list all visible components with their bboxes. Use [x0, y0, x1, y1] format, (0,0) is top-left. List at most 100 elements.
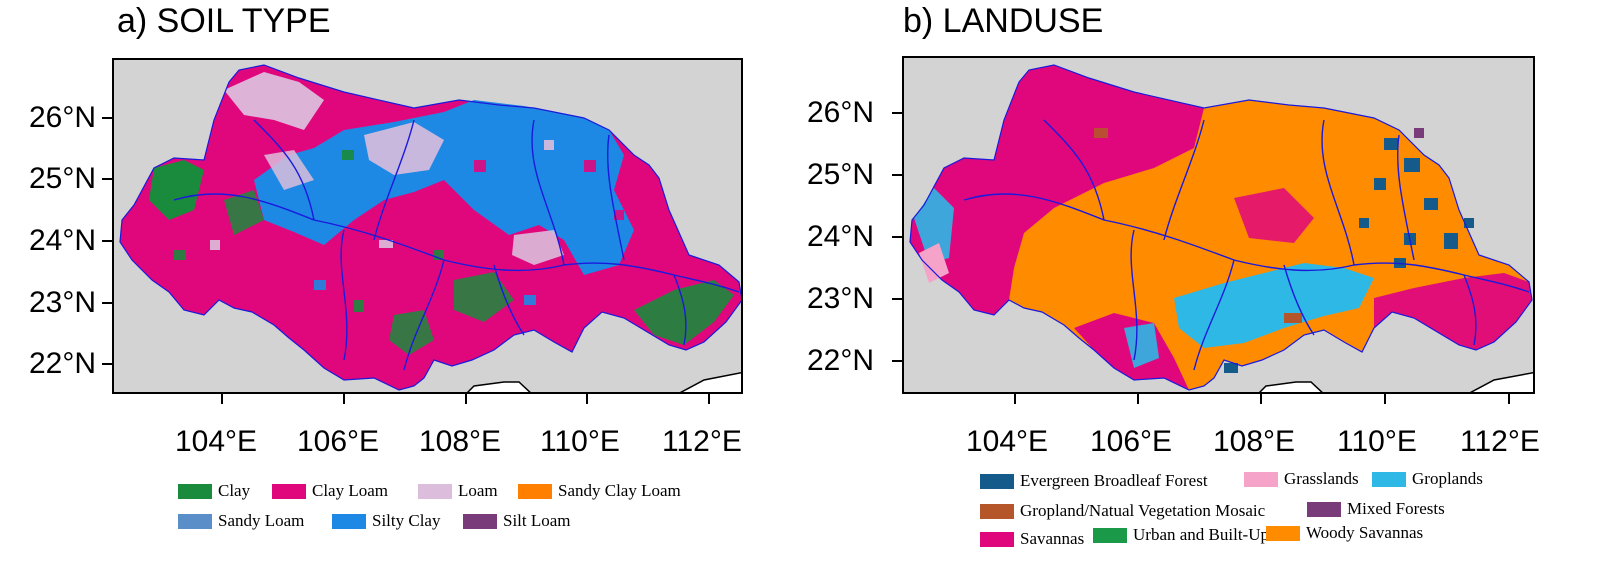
panel-a-lon-tick: [708, 394, 710, 404]
legend-swatch: [1307, 501, 1341, 517]
panel-b-coastline-2: [1469, 371, 1533, 392]
panel-b-lat-tick: [892, 174, 902, 176]
legend-swatch: [178, 483, 212, 499]
legend-label: Clay Loam: [312, 481, 389, 500]
panel-b-lon-tick: [1014, 394, 1016, 404]
legend-label: Sandy Loam: [218, 511, 305, 530]
panel-b-lon-tick: [1384, 394, 1386, 404]
legend-label: Silty Clay: [372, 511, 441, 530]
panel-b-savannas-mid: [1234, 188, 1314, 243]
panel-b-mosaic-patch: [1094, 128, 1108, 138]
legend-label: Evergreen Broadleaf Forest: [1020, 471, 1208, 490]
panel-a-lat-label: 22°N: [28, 347, 96, 380]
legend-item-grasslands: Grasslands: [1244, 468, 1359, 490]
legend-item-sandy-clay-loam: Sandy Clay Loam: [518, 480, 681, 502]
panel-a-lon-tick: [221, 394, 223, 404]
legend-item-woody-savannas: Woody Savannas: [1266, 522, 1423, 544]
panel-a-loam-3: [512, 230, 564, 265]
legend-item-mixed-forests: Mixed Forests: [1307, 498, 1445, 520]
legend-swatch: [418, 483, 452, 499]
panel-a-clay-2: [634, 280, 734, 345]
panel-b-rivers: [963, 119, 1530, 371]
legend-swatch: [463, 513, 497, 529]
panel-a-coastline-2: [679, 372, 741, 392]
panel-b-lat-tick: [892, 298, 902, 300]
panel-a-outline: [119, 64, 741, 391]
panel-b-coastline: [1258, 381, 1323, 392]
panel-b-lon-label: 104°E: [966, 425, 1049, 458]
legend-item-urban-and-built-up: Urban and Built-Up: [1093, 524, 1269, 546]
panel-b-lon-label: 106°E: [1090, 425, 1173, 458]
legend-swatch: [1244, 471, 1278, 487]
panel-b-lon-label: 108°E: [1213, 425, 1296, 458]
panel-a-lon-label: 112°E: [662, 425, 742, 458]
panel-a-clay-1: [149, 160, 204, 220]
panel-a-lat-tick: [102, 240, 112, 242]
panel-b-outline: [909, 64, 1533, 391]
panel-b-lat-label: 23°N: [806, 282, 874, 315]
legend-label: Urban and Built-Up: [1133, 525, 1269, 544]
panel-b-lat-label: 24°N: [806, 220, 874, 253]
panel-a-lat-label: 24°N: [28, 224, 96, 257]
legend-label: Mixed Forests: [1347, 499, 1445, 518]
panel-a-lon-label: 106°E: [297, 425, 380, 458]
panel-b-lon-label: 112°E: [1460, 425, 1540, 458]
legend-swatch: [178, 513, 212, 529]
panel-a-lat-label: 26°N: [28, 101, 96, 134]
panel-b-grasslands: [919, 243, 949, 283]
legend-item-loam: Loam: [418, 480, 498, 502]
panel-a-map: [112, 58, 743, 394]
panel-b-lat-label: 22°N: [806, 344, 874, 377]
panel-b-lat-tick: [892, 112, 902, 114]
panel-b-savannas-west: [910, 65, 1204, 315]
panel-b-title: b) LANDUSE: [903, 2, 1104, 40]
legend-item-sandy-loam: Sandy Loam: [178, 510, 304, 532]
panel-b-groplands-1: [1174, 263, 1374, 348]
legend-item-silty-clay: Silty Clay: [332, 510, 440, 532]
legend-swatch: [1266, 525, 1300, 541]
panel-b-map-canvas: [909, 64, 1533, 392]
panel-b-mixed-forest-patch: [1414, 128, 1424, 138]
legend-item-savannas: Savannas: [980, 528, 1084, 550]
legend-swatch: [980, 531, 1014, 547]
legend-label: Savannas: [1020, 529, 1085, 548]
panel-b-lon-tick: [1508, 394, 1510, 404]
panel-b-lat-label: 25°N: [806, 158, 874, 191]
panel-b-map: [902, 56, 1535, 394]
legend-label: Silt Loam: [503, 511, 571, 530]
panel-a-lat-label: 23°N: [28, 286, 96, 319]
legend-item-evergreen-broadleaf-forest: Evergreen Broadleaf Forest: [980, 470, 1208, 492]
panel-a-lat-tick: [102, 363, 112, 365]
panel-a-loam-2: [364, 122, 444, 175]
panel-a-lon-label: 104°E: [175, 425, 258, 458]
panel-a-rivers: [173, 119, 740, 371]
legend-swatch: [1093, 527, 1127, 543]
legend-swatch: [980, 473, 1014, 489]
legend-label: Sandy Clay Loam: [558, 481, 681, 500]
panel-a-lat-tick: [102, 178, 112, 180]
panel-b-lon-label: 110°E: [1337, 425, 1417, 458]
panel-b-lon-tick: [1260, 394, 1262, 404]
panel-b-lat-tick: [892, 360, 902, 362]
legend-label: Woody Savannas: [1306, 523, 1424, 542]
panel-a-coastline: [466, 381, 531, 392]
panel-a-lon-label: 108°E: [419, 425, 502, 458]
panel-a-lat-tick: [102, 302, 112, 304]
panel-a-lon-tick: [586, 394, 588, 404]
panel-a-title: a) SOIL TYPE: [117, 2, 331, 40]
panel-b-mosaic-patch: [1284, 313, 1302, 323]
legend-label: Grasslands: [1284, 469, 1359, 488]
panel-a-clay-5: [224, 190, 264, 235]
legend-item-clay-loam: Clay Loam: [272, 480, 388, 502]
legend-swatch: [518, 483, 552, 499]
panel-b-groplands-2: [914, 188, 954, 263]
panel-b-groplands-3: [1124, 323, 1159, 368]
legend-swatch: [272, 483, 306, 499]
legend-label: Loam: [458, 481, 498, 500]
legend-swatch: [980, 503, 1014, 519]
panel-a-clay-3: [454, 272, 514, 322]
panel-b-lat-tick: [892, 236, 902, 238]
legend-label: Clay: [218, 481, 251, 500]
legend-label: Groplands: [1412, 469, 1483, 488]
panel-a-lat-tick: [102, 117, 112, 119]
